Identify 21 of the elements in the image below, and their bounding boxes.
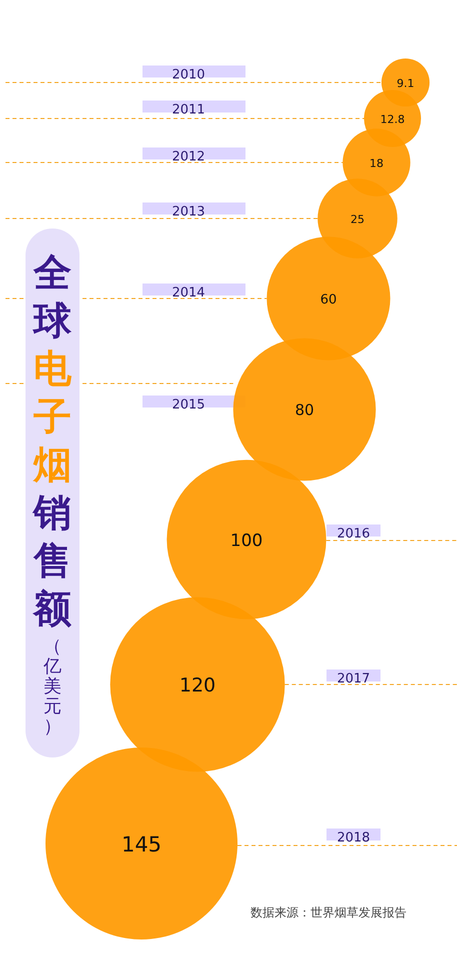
data-label: 60 xyxy=(320,292,337,308)
category-label: 2017 xyxy=(336,672,370,686)
category-label: 2014 xyxy=(172,286,206,300)
category-label: 2016 xyxy=(336,526,370,542)
data-label: 9.1 xyxy=(396,77,414,90)
text: （亿美元） xyxy=(42,636,62,737)
data-label: 100 xyxy=(230,531,263,551)
data-label: 18 xyxy=(370,157,384,170)
category-label: 2012 xyxy=(172,150,206,164)
data-label: 80 xyxy=(294,401,314,419)
category-label: 2018 xyxy=(336,830,370,846)
text: 全球电子烟销售额 xyxy=(32,250,72,630)
category-label: 2010 xyxy=(172,68,206,82)
data-label: 120 xyxy=(179,674,216,696)
category-label: 2013 xyxy=(172,204,206,220)
data-label: 25 xyxy=(350,213,364,226)
category-label: 2011 xyxy=(172,102,206,118)
data-label: 145 xyxy=(121,832,162,856)
data-label: 12.8 xyxy=(380,113,405,126)
category-label: 2015 xyxy=(172,398,206,412)
source-note: 数据来源：世界烟草发展报告 xyxy=(250,906,406,920)
